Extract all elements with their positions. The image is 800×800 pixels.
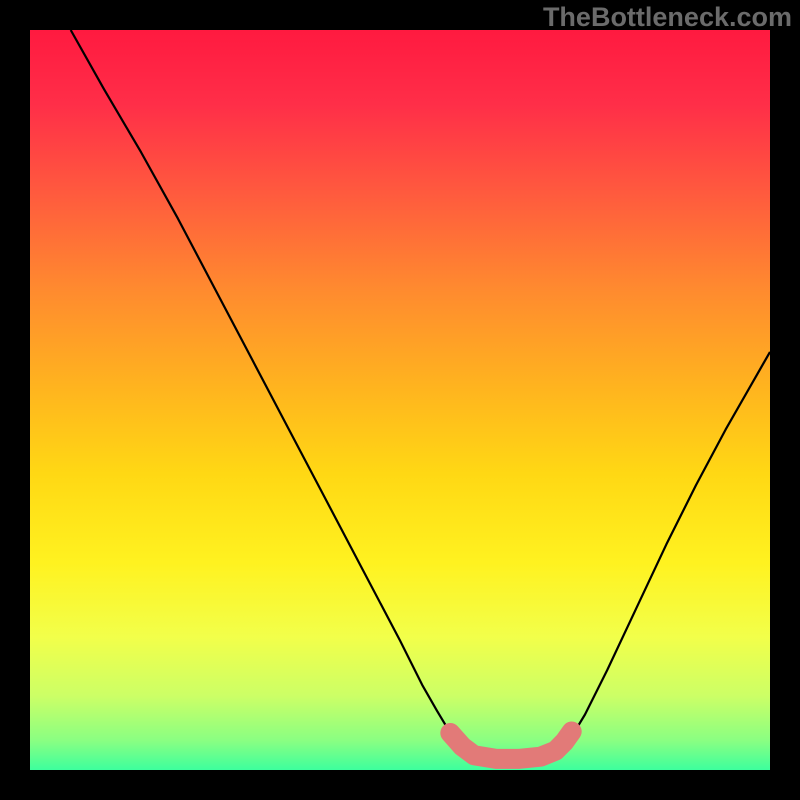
watermark-text: TheBottleneck.com (543, 2, 792, 33)
plot-background (30, 30, 770, 770)
bottleneck-chart: TheBottleneck.com (0, 0, 800, 800)
chart-svg (0, 0, 800, 800)
